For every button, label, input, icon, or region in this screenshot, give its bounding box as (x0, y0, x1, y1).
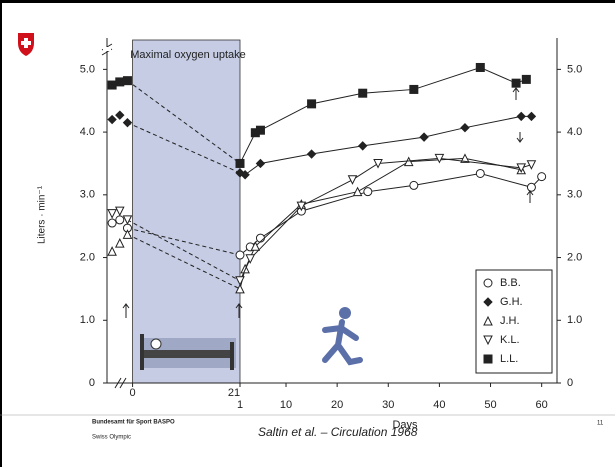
page: {"chart_data": {"type": "line", "shaded_… (0, 0, 615, 467)
x-tick-label: 60 (536, 399, 548, 411)
footer-org: Bundesamt für Sport BASPO (92, 420, 175, 426)
marker (527, 183, 535, 191)
marker (116, 78, 124, 86)
marker (123, 77, 131, 85)
marker (348, 176, 356, 184)
marker (108, 116, 116, 124)
marker (308, 100, 316, 108)
bed-illustration (140, 334, 236, 370)
marker (308, 150, 316, 158)
y-tick-label: 4.0 (80, 126, 95, 138)
y-tick-label: 1.0 (80, 314, 95, 326)
legend-label: B.B. (500, 277, 521, 289)
marker (116, 216, 124, 224)
marker (484, 279, 492, 287)
legend-label: K.L. (500, 334, 520, 346)
marker (108, 219, 116, 227)
marker (527, 112, 535, 120)
citation: Saltin et al. – Circulation 1968 (258, 425, 418, 439)
marker (123, 216, 131, 224)
marker (236, 159, 244, 167)
y-tick-label-right: 3.0 (567, 189, 582, 201)
page-number: 11 (597, 421, 604, 427)
y-tick-label: 5.0 (80, 63, 95, 75)
marker (527, 161, 535, 169)
marker (108, 247, 116, 255)
marker (108, 210, 116, 218)
recovery-line (240, 173, 542, 255)
legend-label: J.H. (500, 315, 520, 327)
y-tick-label: 3.0 (80, 189, 95, 201)
x-tick-label: 1 (237, 399, 243, 411)
marker (116, 239, 124, 247)
footer-partner: Swiss Olympic (92, 435, 131, 441)
y-tick-label: 0 (89, 377, 95, 389)
marker (538, 173, 546, 181)
marker (256, 234, 264, 242)
slide: 0 0 1.0 1.0 2.0 2.0 3.0 3.0 4.0 4.0 5.0 5.0 0 211 10 20… (0, 0, 615, 467)
legend-label: G.H. (500, 296, 523, 308)
marker (359, 89, 367, 97)
legend-label: L.L. (500, 353, 518, 365)
y-tick-label-right: 4.0 (567, 126, 582, 138)
x-tick-label: 10 (280, 399, 292, 411)
y-tick-label-right: 0 (567, 377, 573, 389)
recovery-line (240, 67, 526, 163)
y-tick-label: 2.0 (80, 251, 95, 263)
top-rule (0, 0, 615, 3)
runner-illustration (325, 307, 360, 362)
marker (236, 251, 244, 259)
marker (484, 355, 492, 363)
axis-break-gap (103, 47, 111, 51)
marker (116, 111, 124, 119)
y-axis-label: Liters · min⁻¹ (37, 185, 48, 244)
marker (410, 181, 418, 189)
marker (256, 126, 264, 134)
y-tick-label-right: 1.0 (567, 314, 582, 326)
marker (410, 85, 418, 93)
marker (354, 188, 362, 196)
x-tick-label: 30 (382, 399, 394, 411)
x-tick-label: 0 (130, 387, 136, 399)
left-rule (0, 0, 2, 467)
y-tick-label-right: 2.0 (567, 251, 582, 263)
marker (364, 188, 372, 196)
marker (517, 112, 525, 120)
recovery-line (240, 158, 531, 280)
marker (420, 133, 428, 141)
marker (512, 79, 520, 87)
axis-break (102, 44, 126, 388)
x-tick-label: 21 (228, 387, 240, 399)
marker (461, 124, 469, 132)
marker (123, 119, 131, 127)
marker (246, 255, 254, 263)
marker (108, 81, 116, 89)
bedrest-region (133, 40, 240, 383)
marker (116, 207, 124, 215)
marker (476, 63, 484, 71)
recovery-line (240, 116, 531, 174)
x-tick-label: 20 (331, 399, 343, 411)
marker (522, 75, 530, 83)
marker (359, 142, 367, 150)
marker (256, 159, 264, 167)
x-tick-label: 50 (484, 399, 496, 411)
marker (476, 169, 484, 177)
y-tick-label-right: 5.0 (567, 63, 582, 75)
shaded-label: Maximal oxygen uptake (130, 49, 246, 61)
x-tick-label: 40 (433, 399, 445, 411)
